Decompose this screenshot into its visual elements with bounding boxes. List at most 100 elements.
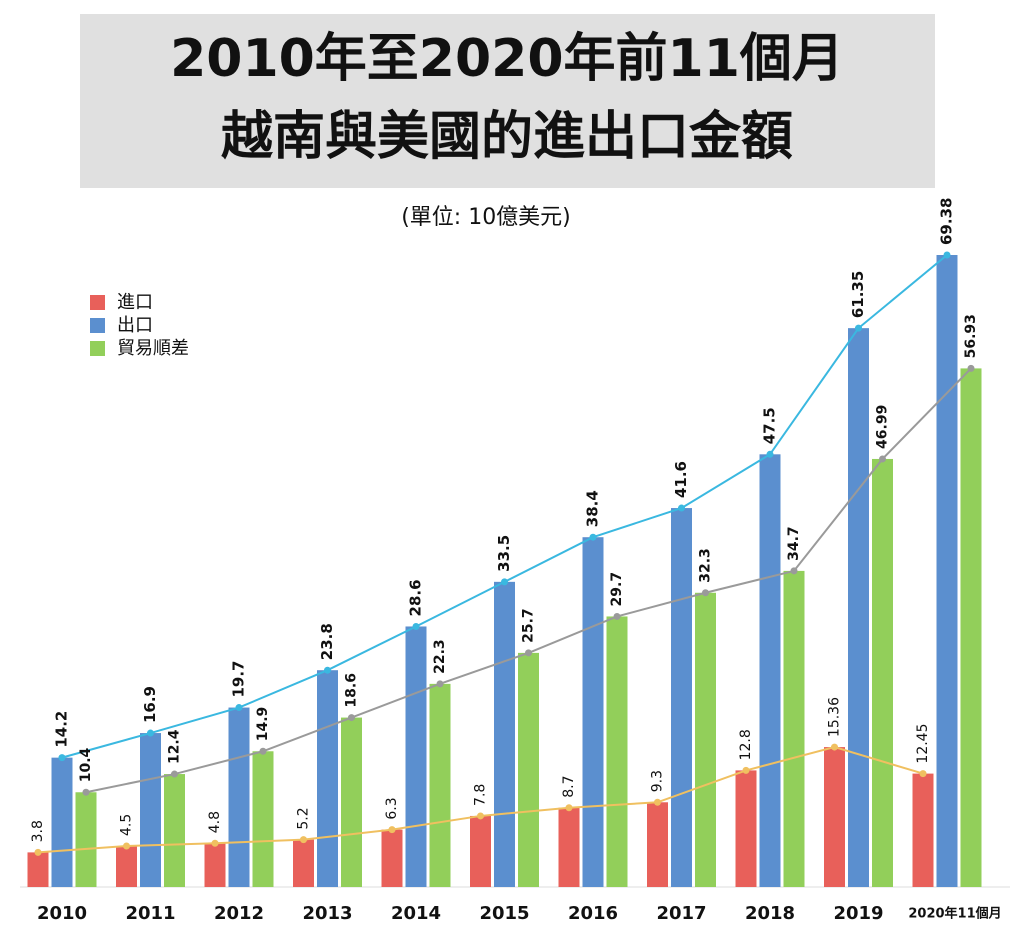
- bar: [735, 770, 757, 887]
- data-label: 12.8: [738, 729, 754, 760]
- trend-point: [259, 747, 267, 755]
- data-label: 61.35: [849, 271, 867, 318]
- bar: [51, 757, 73, 887]
- data-label: 14.9: [255, 707, 271, 742]
- x-tick-label: 2016: [568, 903, 618, 924]
- bar: [317, 670, 338, 887]
- trend-point: [501, 578, 508, 586]
- bar: [140, 733, 161, 887]
- trend-point: [388, 826, 396, 834]
- legend-swatch: [90, 341, 105, 356]
- data-label: 29.7: [609, 572, 625, 607]
- data-label: 41.6: [672, 461, 690, 498]
- bar: [647, 802, 668, 887]
- x-tick-label: 2011: [125, 903, 175, 924]
- trend-point: [855, 324, 862, 332]
- data-label: 9.3: [650, 770, 666, 792]
- trend-point: [967, 364, 975, 372]
- data-label: 4.5: [119, 814, 135, 836]
- x-tick-label: 2013: [302, 903, 352, 924]
- data-label: 56.93: [963, 314, 979, 358]
- bar: [341, 717, 362, 887]
- x-tick-label: 2019: [833, 903, 883, 924]
- bar: [872, 458, 893, 887]
- trend-point: [436, 680, 444, 688]
- bar: [405, 626, 427, 887]
- data-label: 19.7: [230, 661, 248, 698]
- legend-label: 進口: [117, 292, 153, 313]
- trend-point: [831, 743, 838, 751]
- data-label: 38.4: [584, 490, 602, 527]
- trend-point: [348, 714, 355, 722]
- trend-point: [235, 704, 243, 712]
- bar: [252, 751, 274, 887]
- data-label: 28.6: [407, 579, 425, 616]
- data-label: 46.99: [875, 405, 891, 449]
- trend-point: [211, 839, 219, 847]
- trend-point: [654, 798, 661, 806]
- bar: [293, 839, 314, 887]
- data-label: 5.2: [296, 807, 312, 829]
- data-label: 15.36: [827, 697, 843, 737]
- x-tick-label: 2010: [37, 903, 87, 924]
- bar: [759, 454, 781, 887]
- bar: [912, 773, 934, 887]
- chart-title: 越南與美國的進出口金額: [221, 107, 793, 167]
- data-label: 12.45: [915, 723, 931, 763]
- bar: [470, 815, 491, 887]
- trend-point: [123, 842, 130, 850]
- trend-point: [147, 729, 154, 737]
- trend-point: [790, 567, 798, 575]
- trend-point: [300, 836, 307, 844]
- chart-title: 2010年至2020年前11個月: [170, 29, 844, 89]
- bar: [228, 707, 250, 887]
- data-label: 47.5: [761, 407, 779, 444]
- data-label: 10.4: [78, 747, 94, 782]
- bar: [116, 846, 137, 887]
- x-tick-label: 2018: [745, 903, 795, 924]
- data-label: 14.2: [53, 711, 71, 748]
- data-label: 4.8: [207, 811, 223, 833]
- data-label: 16.9: [141, 686, 159, 723]
- trend-point: [82, 788, 90, 796]
- trend-point: [766, 450, 774, 458]
- trend-point: [879, 455, 886, 463]
- bar: [494, 581, 515, 887]
- trend-point: [58, 754, 66, 762]
- bar: [558, 807, 580, 887]
- data-label: 32.3: [698, 548, 714, 583]
- trend-point: [525, 649, 532, 657]
- bar: [518, 652, 539, 887]
- trend-point: [412, 622, 420, 630]
- trend-point: [919, 770, 927, 778]
- trend-point: [565, 804, 573, 812]
- bar: [671, 508, 692, 887]
- trend-point: [678, 504, 685, 512]
- bar: [848, 328, 869, 887]
- trend-point: [589, 533, 597, 541]
- bar: [824, 747, 845, 887]
- x-tick-label: 2020年11個月: [908, 906, 1001, 922]
- bar: [204, 843, 226, 887]
- legend-label: 貿易順差: [117, 338, 189, 359]
- data-label: 6.3: [384, 797, 400, 819]
- bar: [695, 592, 716, 887]
- data-label: 33.5: [495, 535, 513, 572]
- trend-point: [613, 612, 621, 620]
- bar: [582, 537, 604, 887]
- data-label: 18.6: [344, 673, 360, 708]
- bar: [27, 852, 49, 887]
- trend-point: [171, 770, 178, 778]
- trend-point: [702, 589, 709, 597]
- bar: [381, 829, 403, 887]
- bar: [783, 570, 805, 887]
- legend-label: 出口: [117, 315, 153, 336]
- title-box: [80, 14, 935, 188]
- trend-point: [943, 251, 951, 259]
- x-tick-label: 2017: [656, 903, 706, 924]
- bar: [936, 255, 958, 887]
- legend-swatch: [90, 295, 105, 310]
- bar: [429, 683, 451, 887]
